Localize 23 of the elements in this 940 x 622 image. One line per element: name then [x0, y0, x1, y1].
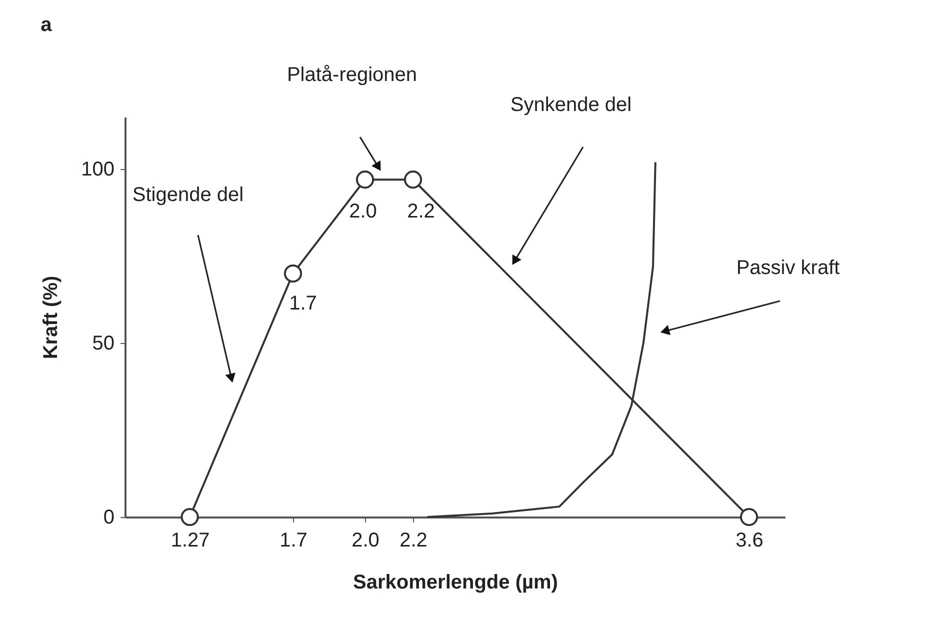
point — [740, 508, 758, 526]
annotation: 1.7 — [289, 292, 317, 315]
x-tick-label: 2.0 — [352, 530, 380, 552]
x-tick-label: 1.7 — [280, 530, 308, 552]
y-axis-title: Kraft (%) — [40, 276, 62, 360]
y-tick-label: 50 — [92, 332, 114, 355]
chart-title: a — [40, 14, 53, 36]
x-tick-label: 3.6 — [736, 530, 764, 552]
annotation: 2.0 — [349, 200, 377, 223]
text: Platå-regionen — [286, 64, 418, 86]
point — [404, 170, 422, 189]
annotation: 2.2 — [407, 200, 435, 223]
point — [356, 170, 374, 189]
y-tick-label: 0 — [103, 506, 114, 528]
point — [284, 264, 302, 283]
point — [180, 508, 199, 526]
x-axis-title: Sarkomerlengde (µm) — [353, 572, 558, 594]
x-tick-label: 1.27 — [170, 530, 210, 552]
y-tick-label: 100 — [81, 158, 114, 181]
text: Synkende del — [510, 94, 632, 116]
annotation: Passiv kraft — [736, 257, 840, 279]
annotation: Stigende del — [132, 184, 244, 206]
x-tick-label: 2.2 — [400, 530, 428, 552]
